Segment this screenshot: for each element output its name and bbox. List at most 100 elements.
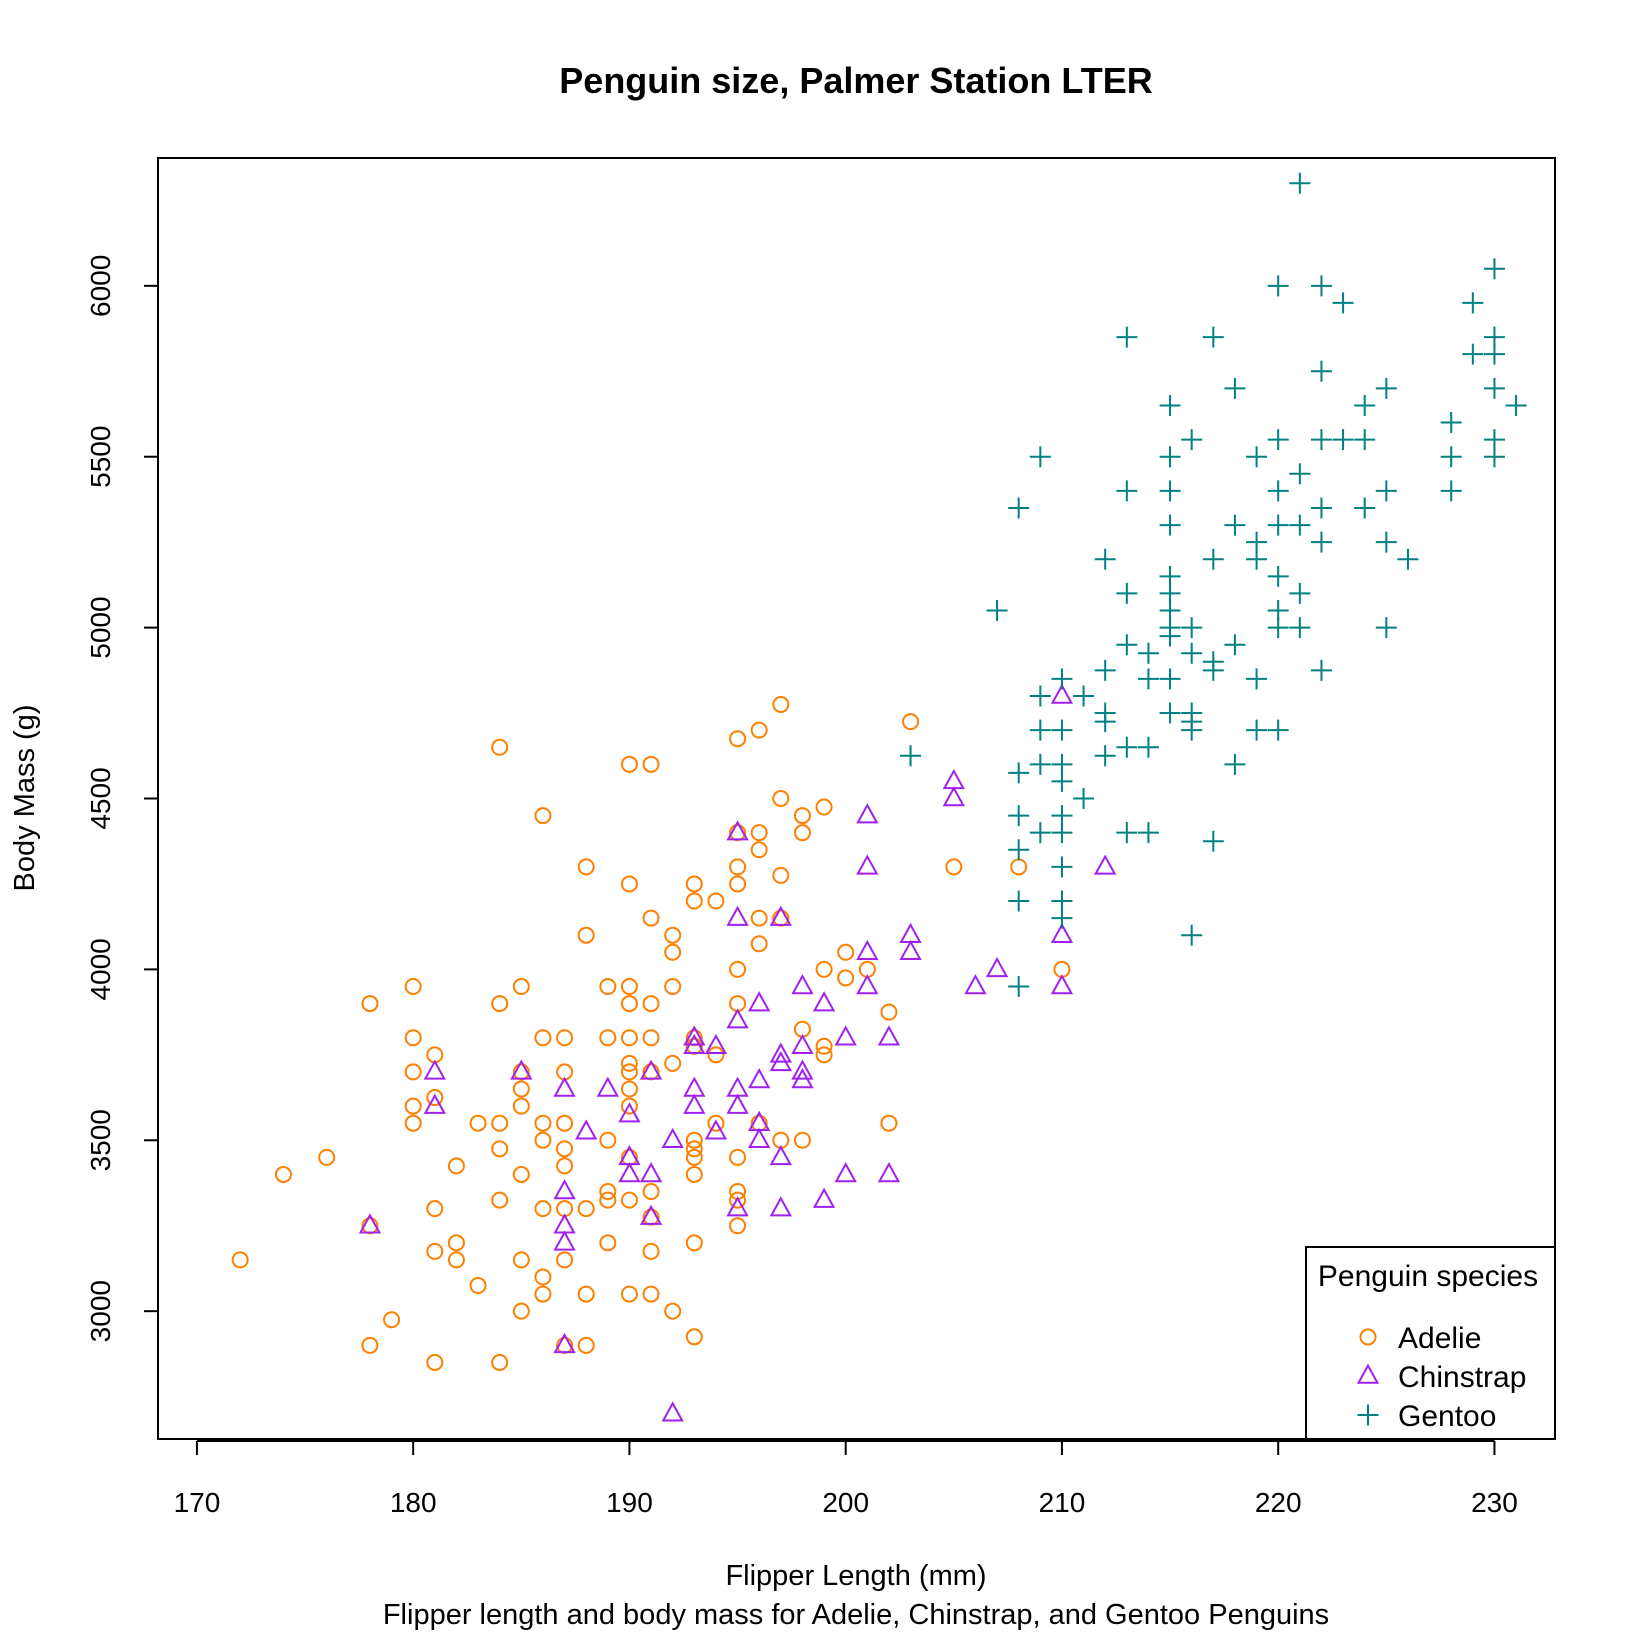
chinstrap-point xyxy=(1094,854,1117,875)
chinstrap-point xyxy=(1050,683,1074,704)
adelie-point xyxy=(512,977,530,995)
adelie-point xyxy=(491,1140,509,1158)
adelie-point xyxy=(685,1131,703,1149)
adelie-point xyxy=(447,1157,465,1175)
chinstrap-point xyxy=(553,1179,576,1200)
adelie-point xyxy=(642,1183,660,1201)
gentoo-point xyxy=(1440,446,1462,468)
chinstrap-point xyxy=(877,1025,901,1046)
adelie-point xyxy=(620,1029,638,1047)
gentoo-point xyxy=(1310,497,1332,519)
gentoo-point xyxy=(1008,890,1030,912)
adelie-point xyxy=(512,1080,530,1098)
adelie-point xyxy=(685,892,703,910)
gentoo-point xyxy=(1267,514,1289,536)
adelie-point xyxy=(685,1165,703,1183)
chinstrap-point xyxy=(769,905,792,926)
chinstrap-point xyxy=(618,1162,641,1183)
adelie-point xyxy=(404,1114,422,1132)
gentoo-point xyxy=(1397,548,1419,570)
chinstrap-point xyxy=(510,1059,533,1080)
chinstrap-point xyxy=(726,905,749,926)
chinstrap-point xyxy=(553,1230,576,1251)
x-tick-label: 210 xyxy=(1039,1487,1086,1518)
chinstrap-point xyxy=(899,922,922,943)
adelie-point xyxy=(729,858,747,876)
gentoo-point xyxy=(1354,394,1376,416)
gentoo-point xyxy=(1267,275,1289,297)
gentoo-point xyxy=(1267,719,1289,741)
series-adelie xyxy=(231,696,1071,1371)
adelie-point xyxy=(556,1140,574,1158)
adelie-point xyxy=(556,1029,574,1047)
adelie-point xyxy=(534,807,552,825)
adelie-point xyxy=(685,1140,703,1158)
gentoo-point xyxy=(1137,642,1159,664)
adelie-point xyxy=(620,1054,638,1072)
chinstrap-point xyxy=(618,1102,641,1123)
y-axis-label: Body Mass (g) xyxy=(9,705,41,892)
chinstrap-point xyxy=(553,1213,576,1234)
adelie-point xyxy=(620,1097,638,1115)
chinstrap-point xyxy=(704,1033,728,1055)
x-tick-label: 230 xyxy=(1471,1487,1518,1518)
gentoo-point xyxy=(1483,446,1505,468)
gentoo-point xyxy=(1375,531,1397,553)
gentoo-point xyxy=(1224,634,1246,656)
adelie-point xyxy=(426,1200,444,1218)
y-axis: 3000 3500 4000 4500 5000 5500 6000 xyxy=(85,255,159,1342)
adelie-point xyxy=(750,721,768,739)
gentoo-point xyxy=(1159,480,1181,502)
gentoo-point xyxy=(1137,822,1159,844)
chinstrap-point xyxy=(791,1059,814,1080)
adelie-point xyxy=(404,1097,422,1115)
gentoo-point xyxy=(1289,514,1311,536)
adelie-point xyxy=(729,1148,747,1166)
adelie-point xyxy=(361,995,379,1013)
adelie-point xyxy=(707,892,725,910)
chinstrap-point xyxy=(1050,974,1074,995)
y-tick-label: 3500 xyxy=(85,1109,116,1171)
gentoo-point xyxy=(986,600,1008,622)
adelie-point xyxy=(469,1114,487,1132)
chinstrap-point xyxy=(639,1204,663,1225)
gentoo-point xyxy=(1137,668,1159,690)
gentoo-point xyxy=(1159,394,1181,416)
x-tick-label: 220 xyxy=(1255,1487,1302,1518)
adelie-point xyxy=(772,790,790,807)
gentoo-point xyxy=(1505,394,1527,416)
x-tick-label: 180 xyxy=(390,1487,437,1518)
gentoo-point xyxy=(1332,292,1354,314)
gentoo-point xyxy=(1094,745,1116,767)
gentoo-point xyxy=(1008,975,1030,997)
adelie-point xyxy=(815,1046,833,1064)
y-tick-label: 4500 xyxy=(85,767,116,829)
adelie-point xyxy=(231,1251,249,1269)
x-axis-label: Flipper Length (mm) xyxy=(725,1560,986,1592)
adelie-point xyxy=(642,1242,660,1260)
gentoo-point xyxy=(1116,822,1138,844)
chinstrap-point xyxy=(769,1196,792,1217)
adelie-point xyxy=(426,1242,444,1260)
adelie-point xyxy=(491,1191,509,1209)
gentoo-point xyxy=(1224,753,1246,775)
gentoo-point xyxy=(1159,702,1181,724)
gentoo-point xyxy=(1202,659,1224,681)
adelie-point xyxy=(642,1285,660,1303)
chinstrap-point xyxy=(964,974,987,995)
adelie-point xyxy=(491,1114,509,1132)
adelie-point xyxy=(620,755,638,773)
adelie-point xyxy=(426,1089,444,1107)
gentoo-point xyxy=(1029,822,1051,844)
chinstrap-point xyxy=(856,974,879,995)
gentoo-point xyxy=(1224,377,1246,399)
chinstrap-point xyxy=(596,1076,619,1097)
chinstrap-point xyxy=(812,991,836,1012)
gentoo-point xyxy=(1375,377,1397,399)
chinstrap-point xyxy=(639,1162,663,1183)
adelie-point xyxy=(512,1302,530,1320)
chinstrap-point xyxy=(704,1119,728,1140)
gentoo-point xyxy=(1289,463,1311,485)
adelie-point xyxy=(664,977,682,995)
chart-caption: Flipper length and body mass for Adelie,… xyxy=(383,1599,1329,1631)
